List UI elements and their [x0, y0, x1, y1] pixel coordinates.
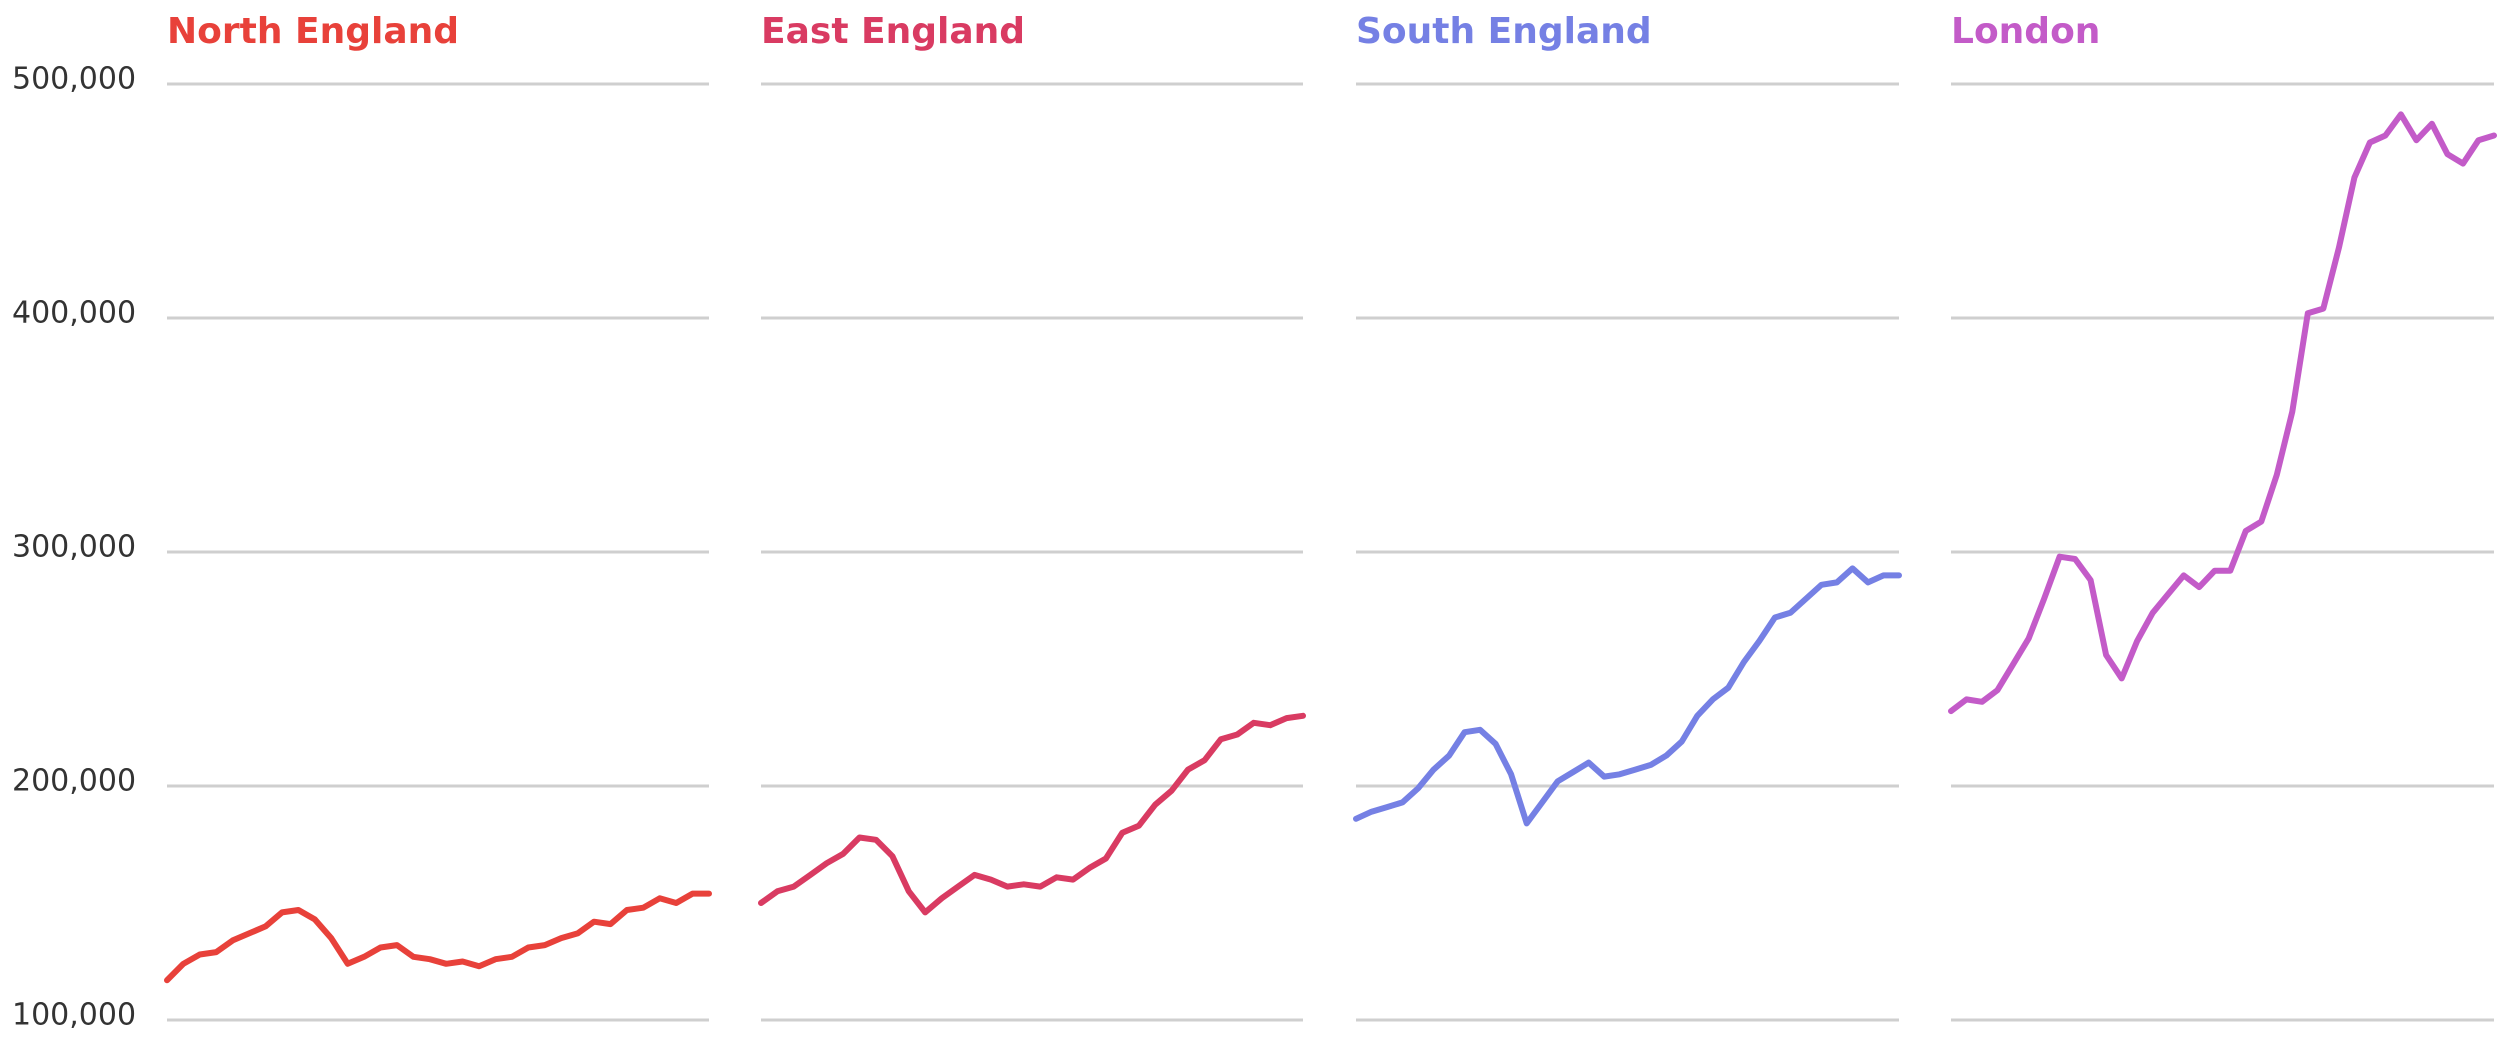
y-tick-label: 500,000	[12, 62, 136, 97]
series-line	[164, 890, 712, 984]
series-line	[758, 712, 1306, 916]
series-line	[1353, 565, 1902, 827]
panel-title: North England	[167, 11, 459, 52]
panel-title: London	[1951, 11, 2100, 52]
y-tick-label: 300,000	[12, 530, 136, 565]
y-tick-label: 100,000	[12, 998, 136, 1033]
y-tick-label: 200,000	[12, 764, 136, 799]
panel-title: South England	[1356, 11, 1652, 52]
panel-title: East England	[761, 11, 1025, 52]
y-tick-label: 400,000	[12, 296, 136, 331]
series-line	[1948, 111, 2497, 715]
